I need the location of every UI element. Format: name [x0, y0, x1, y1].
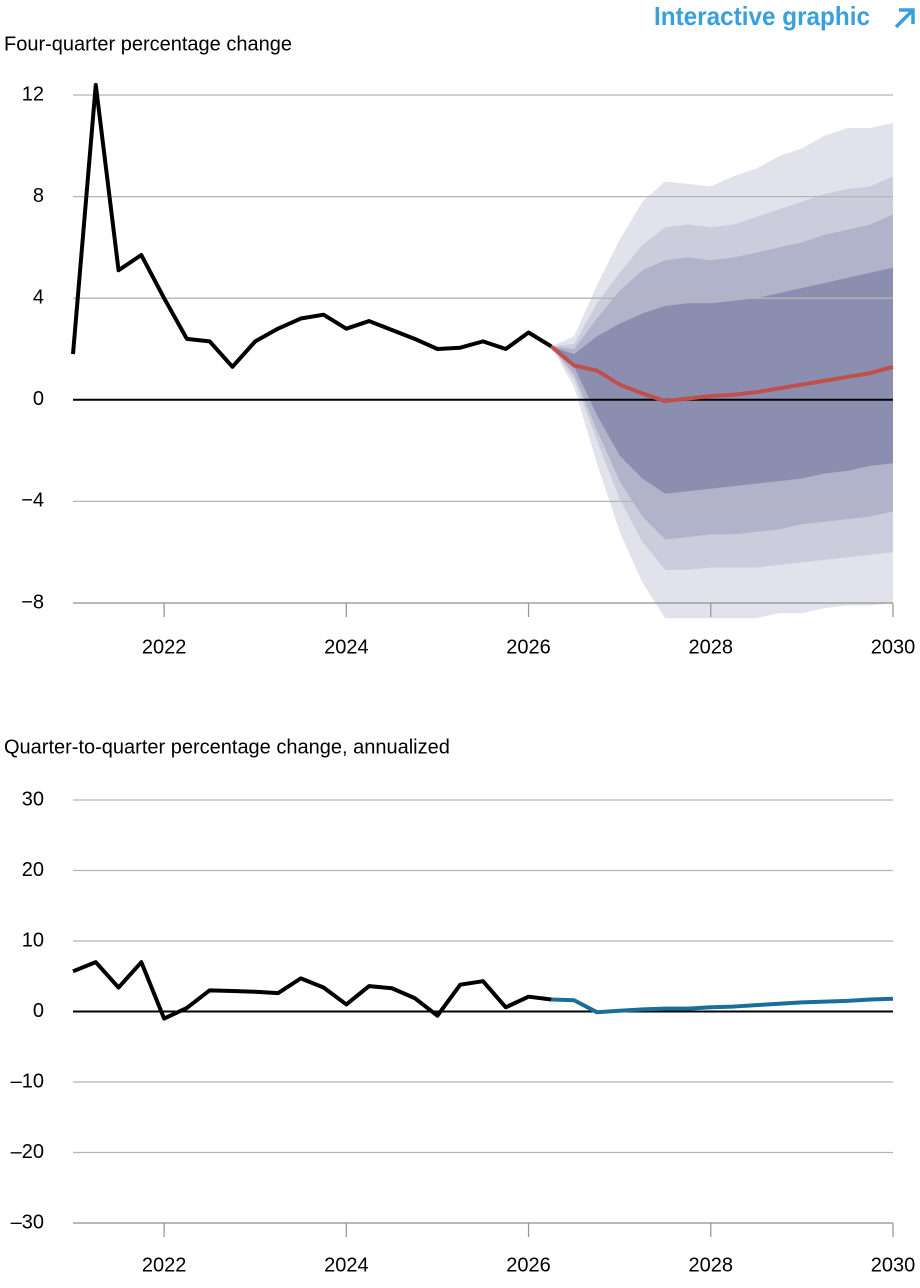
series-line [72, 960, 552, 1021]
x-tick-label: 2026 [506, 636, 551, 658]
y-axis-title: Quarter-to-quarter percentage change, an… [4, 736, 450, 758]
x-tick-label: 2030 [871, 636, 916, 658]
interactive-link[interactable]: Interactive graphic [654, 1, 870, 31]
y-tick-label: –10 [11, 1070, 44, 1092]
x-tick-label: 2030 [871, 1254, 916, 1276]
series-line [71, 82, 553, 369]
x-tick-label: 2022 [142, 1254, 187, 1276]
y-tick-label: 8 [33, 185, 44, 207]
y-tick-label: 12 [22, 83, 44, 105]
y-tick-label: 0 [33, 388, 44, 410]
y-tick-label: 4 [33, 286, 44, 308]
y-tick-label: −4 [21, 490, 44, 512]
series-line [551, 996, 894, 1015]
y-tick-label: –30 [11, 1211, 44, 1233]
x-tick-label: 2026 [506, 1254, 551, 1276]
fan-band [551, 267, 893, 494]
x-tick-label: 2024 [324, 1254, 369, 1276]
x-tick-label: 2022 [142, 636, 187, 658]
y-tick-label: −8 [21, 591, 44, 613]
series-line [550, 344, 894, 404]
y-tick-label: 20 [22, 859, 44, 881]
y-axis-title: Four-quarter percentage change [4, 33, 292, 55]
link-arrow[interactable] [894, 8, 915, 29]
y-tick-label: 30 [22, 788, 44, 810]
y-tick-label: 10 [22, 929, 44, 951]
x-tick-label: 2028 [689, 636, 734, 658]
x-tick-label: 2024 [324, 636, 369, 658]
y-tick-label: 0 [33, 1000, 44, 1022]
y-tick-label: –20 [11, 1141, 44, 1163]
x-tick-label: 2028 [689, 1254, 734, 1276]
